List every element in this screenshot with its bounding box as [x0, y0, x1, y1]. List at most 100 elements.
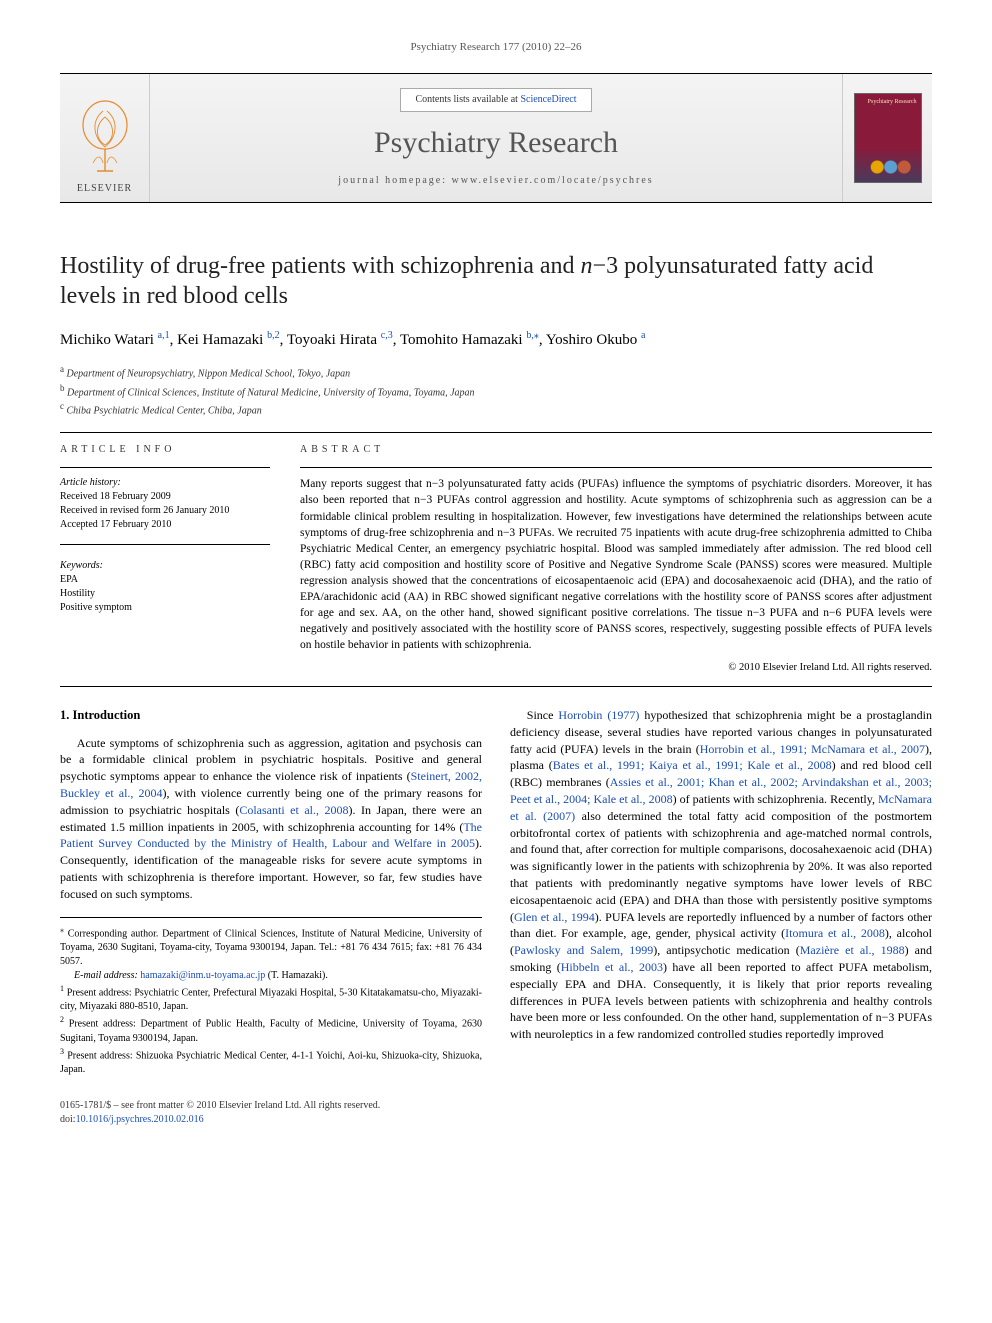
affil-key: c: [60, 401, 64, 411]
elsevier-tree-icon: [75, 97, 135, 177]
affil-key: b: [60, 383, 65, 393]
citation-link[interactable]: Colasanti et al., 2008: [239, 803, 348, 817]
affil-text: Department of Clinical Sciences, Institu…: [67, 387, 475, 398]
homepage-label: journal homepage:: [338, 175, 451, 186]
citation-link[interactable]: Horrobin (1977): [558, 708, 639, 722]
affiliations: a Department of Neuropsychiatry, Nippon …: [60, 363, 932, 418]
history-label: Article history:: [60, 476, 270, 490]
article-title: Hostility of drug-free patients with sch…: [60, 251, 932, 311]
cover-thumb-label: Psychiatry Research: [859, 98, 917, 106]
article-body: 1. Introduction Acute symptoms of schizo…: [60, 707, 932, 1077]
footer-left: 0165-1781/$ – see front matter © 2010 El…: [60, 1099, 380, 1127]
author: Michiko Watari a,1: [60, 332, 170, 348]
divider: [60, 686, 932, 687]
sciencedirect-link[interactable]: ScienceDirect: [520, 94, 576, 105]
citation-link[interactable]: Hibbeln et al., 2003: [561, 960, 663, 974]
doi-line: doi:10.1016/j.psychres.2010.02.016: [60, 1113, 380, 1127]
citation-link[interactable]: Bates et al., 1991; Kaiya et al., 1991; …: [553, 758, 832, 772]
citation-link[interactable]: Pawlosky and Salem, 1999: [514, 943, 653, 957]
running-head: Psychiatry Research 177 (2010) 22–26: [60, 40, 932, 55]
affil-link[interactable]: a: [641, 332, 645, 348]
present-address-footnote: 1 Present address: Psychiatric Center, P…: [60, 983, 482, 1014]
citation-link[interactable]: Horrobin et al., 1991; McNamara et al., …: [700, 742, 925, 756]
footnote-text: (T. Hamazaki).: [265, 970, 328, 981]
accepted-date: Accepted 17 February 2010: [60, 518, 270, 532]
email-footnote: E-mail address: hamazaki@inm.u-toyama.ac…: [60, 969, 482, 983]
info-abstract-row: article info Article history: Received 1…: [60, 443, 932, 676]
affil-text: Chiba Psychiatric Medical Center, Chiba,…: [67, 405, 262, 416]
author-sup: b,: [526, 330, 534, 341]
email-link[interactable]: hamazaki@inm.u-toyama.ac.jp: [140, 970, 265, 981]
abstract-text: Many reports suggest that n−3 polyunsatu…: [300, 468, 932, 653]
affil-link[interactable]: b,⁎: [526, 332, 539, 348]
corresponding-footnote: ⁎ Corresponding author. Department of Cl…: [60, 924, 482, 969]
author-list: Michiko Watari a,1, Kei Hamazaki b,2, To…: [60, 329, 932, 351]
body-text: ) of patients with schizophrenia. Recent…: [673, 792, 878, 806]
keyword: Hostility: [60, 587, 270, 601]
title-ital: n: [581, 253, 593, 279]
footnote-text: Present address: Shizuoka Psychiatric Me…: [60, 1050, 482, 1075]
article-info-head: article info: [60, 443, 270, 457]
article-history: Article history: Received 18 February 20…: [60, 468, 270, 545]
author-sup: a,1: [158, 330, 170, 341]
article-info: article info Article history: Received 1…: [60, 443, 270, 676]
author-name: Tomohito Hamazaki: [400, 332, 523, 348]
keyword: Positive symptom: [60, 601, 270, 615]
publisher-block: ELSEVIER: [60, 74, 150, 202]
body-paragraph: Acute symptoms of schizophrenia such as …: [60, 735, 482, 903]
corresponding-star-icon: ⁎: [534, 330, 539, 341]
front-matter-line: 0165-1781/$ – see front matter © 2010 El…: [60, 1099, 380, 1113]
doi-link[interactable]: 10.1016/j.psychres.2010.02.016: [76, 1114, 204, 1125]
abstract: abstract Many reports suggest that n−3 p…: [300, 443, 932, 676]
author-sup: a: [641, 330, 645, 341]
author-name: Kei Hamazaki: [177, 332, 263, 348]
journal-homepage: journal homepage: www.elsevier.com/locat…: [338, 174, 653, 188]
keywords-block: Keywords: EPA Hostility Positive symptom: [60, 559, 270, 627]
citation-link[interactable]: Mazière et al., 1988: [800, 943, 905, 957]
contents-prefix: Contents lists available at: [415, 94, 520, 105]
journal-cover-thumb: Psychiatry Research: [854, 93, 922, 183]
footnote-text: Present address: Psychiatric Center, Pre…: [60, 987, 482, 1012]
present-address-footnote: 2 Present address: Department of Public …: [60, 1014, 482, 1045]
footnote-text: Corresponding author. Department of Clin…: [60, 928, 482, 967]
publisher-label: ELSEVIER: [75, 182, 135, 196]
section-heading: 1. Introduction: [60, 707, 482, 725]
affil-link[interactable]: b,2: [267, 332, 280, 348]
footnote-text: Present address: Department of Public He…: [60, 1019, 482, 1044]
affiliation: c Chiba Psychiatric Medical Center, Chib…: [60, 400, 932, 418]
affil-link[interactable]: a,1: [158, 332, 170, 348]
author: Tomohito Hamazaki b,⁎: [400, 332, 539, 348]
revised-date: Received in revised form 26 January 2010: [60, 504, 270, 518]
author: Toyoaki Hirata c,3: [287, 332, 393, 348]
homepage-url: www.elsevier.com/locate/psychres: [452, 175, 654, 186]
author: Kei Hamazaki b,2: [177, 332, 279, 348]
abstract-head: abstract: [300, 443, 932, 457]
author-name: Toyoaki Hirata: [287, 332, 377, 348]
email-label: E-mail address:: [74, 970, 140, 981]
title-part-a: Hostility of drug-free patients with sch…: [60, 253, 581, 279]
cover-thumb-block: Psychiatry Research: [842, 74, 932, 202]
affiliation: a Department of Neuropsychiatry, Nippon …: [60, 363, 932, 381]
journal-masthead: ELSEVIER Contents lists available at Sci…: [60, 73, 932, 203]
doi-label: doi:: [60, 1114, 76, 1125]
citation-link[interactable]: Glen et al., 1994: [514, 910, 595, 924]
star-icon: ⁎: [60, 925, 64, 934]
masthead-center: Contents lists available at ScienceDirec…: [150, 74, 842, 202]
affil-link[interactable]: c,3: [381, 332, 393, 348]
body-text: Since: [527, 708, 559, 722]
body-text: also determined the total fatty acid com…: [510, 809, 932, 924]
affil-key: a: [60, 364, 64, 374]
footnotes: ⁎ Corresponding author. Department of Cl…: [60, 917, 482, 1077]
keywords-label: Keywords:: [60, 559, 270, 573]
author-sup: c,3: [381, 330, 393, 341]
abstract-copyright: © 2010 Elsevier Ireland Ltd. All rights …: [300, 661, 932, 676]
keyword: EPA: [60, 573, 270, 587]
author: Yoshiro Okubo a: [546, 332, 646, 348]
present-address-footnote: 3 Present address: Shizuoka Psychiatric …: [60, 1046, 482, 1077]
divider: [60, 432, 932, 433]
author-name: Michiko Watari: [60, 332, 154, 348]
affiliation: b Department of Clinical Sciences, Insti…: [60, 382, 932, 400]
body-paragraph: Since Horrobin (1977) hypothesized that …: [510, 707, 932, 1043]
citation-link[interactable]: Itomura et al., 2008: [785, 926, 885, 940]
journal-title: Psychiatry Research: [374, 122, 618, 164]
